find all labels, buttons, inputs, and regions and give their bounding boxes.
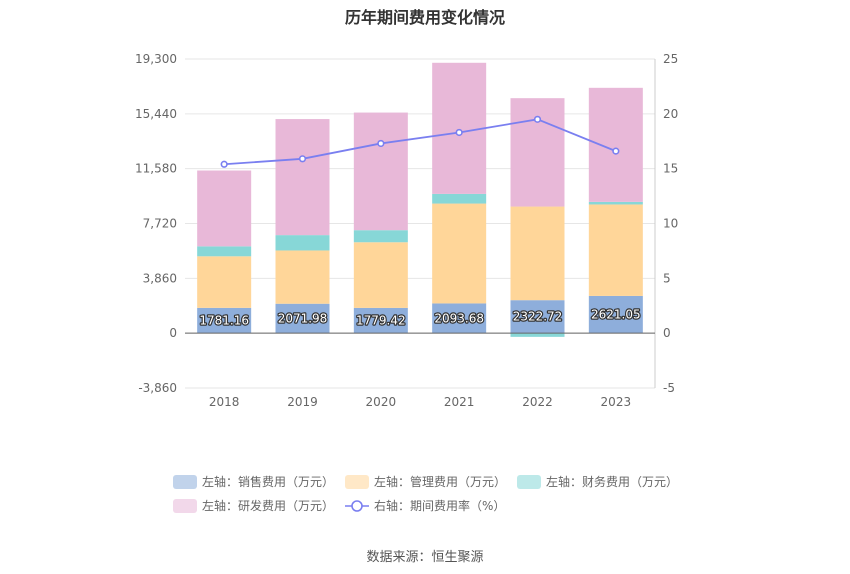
legend-label: 左轴：管理费用（万元） — [374, 474, 506, 489]
left-axis-tick-label: 0 — [169, 326, 177, 340]
data-label: 2071.98 — [278, 311, 328, 325]
bar-segment-3 — [432, 62, 487, 194]
line-point — [612, 147, 620, 155]
bar-segment-0 — [353, 307, 408, 334]
left-axis-tick-label: 7,720 — [143, 217, 177, 231]
bar-segment-1 — [432, 203, 487, 304]
bar-segment-1 — [353, 242, 408, 308]
legend-label: 右轴：期间费用率（%） — [374, 498, 505, 513]
x-axis-tick-label: 2022 — [522, 395, 553, 409]
right-axis-tick-label: 5 — [663, 271, 671, 285]
data-label: 1781.16 — [199, 314, 249, 328]
bar-segment-2 — [353, 230, 408, 243]
bar-segment-0 — [510, 300, 565, 334]
legend-swatch — [173, 475, 197, 489]
legend-swatch — [173, 499, 197, 513]
chart-svg: 19,300 25 15,440 20 11,580 15 7,720 10 3,860 5 0 0 -… — [135, 52, 678, 513]
bar-segment-0 — [197, 307, 252, 334]
x-axis-tick-label: 2021 — [444, 395, 475, 409]
data-label: 1779.42 — [356, 314, 406, 328]
legend-swatch — [517, 475, 541, 489]
bar-segment-3 — [275, 119, 330, 236]
legend-swatch-point — [351, 500, 363, 512]
bar-segment-1 — [197, 256, 252, 308]
bar-segment-3 — [353, 112, 408, 231]
line-point — [220, 160, 228, 168]
line-point — [298, 155, 307, 163]
bar-segment-1 — [275, 250, 330, 304]
line-point — [533, 115, 542, 123]
legend-swatch — [345, 475, 369, 489]
x-axis-tick-label: 2023 — [601, 395, 632, 409]
line-series-path — [224, 118, 617, 166]
line-point — [377, 139, 385, 148]
legend-label: 左轴：研发费用（万元） — [202, 498, 334, 513]
bar-segment-2 — [432, 193, 487, 204]
right-axis-tick-label: 10 — [663, 217, 678, 231]
bar-segment-1 — [510, 206, 565, 301]
right-axis-tick-label: 0 — [663, 326, 671, 340]
legend-label: 左轴：销售费用（万元） — [202, 474, 334, 489]
source-text: 数据来源：恒生聚源 — [366, 550, 484, 565]
left-axis-tick-label: 15,440 — [135, 107, 177, 121]
bar-segment-2 — [510, 333, 565, 337]
bar-segment-2 — [197, 246, 252, 257]
bar-segment-0 — [432, 303, 487, 334]
left-axis-tick-label: 19,300 — [135, 52, 177, 66]
bar-segment-2 — [588, 201, 643, 205]
right-axis-tick-label: 25 — [663, 52, 678, 66]
bar-segment-2 — [275, 235, 330, 251]
bar-segment-0 — [275, 303, 330, 334]
x-axis-tick-label: 2020 — [366, 395, 397, 409]
line-point — [455, 128, 463, 137]
left-axis-tick-label: 11,580 — [135, 162, 177, 176]
left-axis-tick-label: 3,860 — [143, 271, 177, 285]
chart-title: 历年期间费用变化情况 — [344, 8, 505, 27]
data-label: 2322.72 — [513, 310, 563, 324]
right-axis-tick-label: 20 — [663, 107, 678, 121]
x-axis-tick-label: 2018 — [209, 395, 240, 409]
legend-label: 左轴：财务费用（万元） — [546, 474, 678, 489]
bar-segment-1 — [588, 204, 643, 296]
bar-segment-3 — [197, 170, 252, 247]
data-label: 2621.05 — [591, 308, 641, 322]
right-axis-tick-label: 15 — [663, 162, 678, 176]
x-axis-tick-label: 2019 — [287, 395, 318, 409]
left-axis-tick-label: -3,860 — [138, 381, 177, 395]
data-label: 2093.68 — [434, 311, 484, 325]
right-axis-tick-label: -5 — [663, 381, 675, 395]
bar-segment-0 — [588, 295, 643, 334]
bar-segment-3 — [510, 98, 565, 207]
bar-segment-3 — [588, 87, 643, 202]
